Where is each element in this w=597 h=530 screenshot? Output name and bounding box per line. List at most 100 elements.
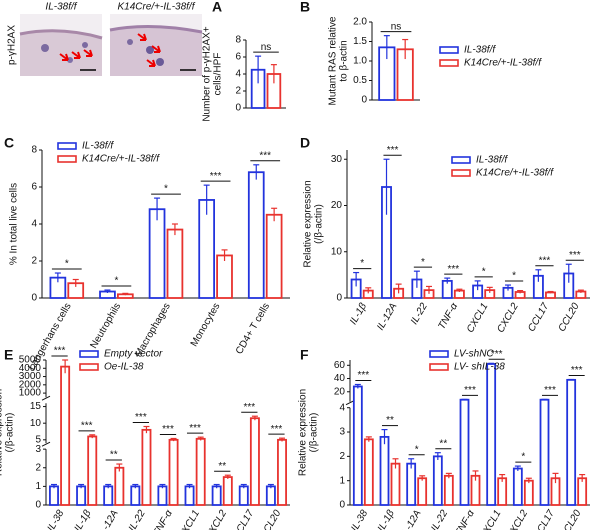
significance-label: *** xyxy=(544,385,556,396)
y-axis-label: Number of p-γH2AX+ xyxy=(202,26,213,121)
bar xyxy=(76,485,87,506)
bar xyxy=(249,417,260,506)
bar xyxy=(390,462,401,506)
x-tick-label: IL-22 xyxy=(127,508,148,530)
significance-label: *** xyxy=(491,349,503,360)
significance-label: *** xyxy=(464,385,476,396)
bar xyxy=(265,213,283,299)
y-tick-label: 40 xyxy=(334,373,346,384)
bar xyxy=(277,438,287,506)
axis-break xyxy=(41,441,51,447)
bar xyxy=(184,485,195,506)
legend-swatch xyxy=(79,350,99,358)
legend-swatch xyxy=(57,142,77,150)
significance-label: ns xyxy=(391,21,402,32)
x-tick-label: IL-12A xyxy=(375,301,399,332)
bar xyxy=(406,462,417,506)
y-axis-label: cells/HPF xyxy=(213,53,224,96)
legend-label: LV-shNC xyxy=(454,349,494,360)
legend-label: IL-38f/f xyxy=(82,141,114,152)
x-tick-label: CCL17 xyxy=(526,301,551,334)
bar xyxy=(49,485,59,506)
y-tick-label: 10 xyxy=(331,246,343,257)
y-tick-label: 0 xyxy=(336,293,342,304)
x-tick-label: IL-38 xyxy=(349,508,370,530)
panel-label: D xyxy=(300,135,310,151)
x-tick-label: IL-22 xyxy=(409,301,430,327)
significance-label: * xyxy=(512,271,516,282)
legend-swatch xyxy=(429,363,449,371)
bar xyxy=(512,467,523,506)
y-axis-label: Relative expression xyxy=(303,180,314,267)
image-title: K14Cre/+-IL-38f/f xyxy=(118,2,196,13)
x-tick-label: CCL17 xyxy=(532,508,557,530)
legend-label: IL-38f/f xyxy=(464,45,496,56)
significance-label: * xyxy=(521,452,525,463)
bar xyxy=(148,208,166,299)
micrograph-right xyxy=(109,14,203,76)
significance-label: ns xyxy=(261,42,272,53)
legend-swatch xyxy=(451,169,471,177)
significance-label: * xyxy=(482,267,486,278)
significance-label: *** xyxy=(387,145,399,156)
y-axis-label: Mutant RAS relative xyxy=(328,16,339,105)
significance-label: *** xyxy=(135,412,147,423)
bar xyxy=(443,474,454,506)
x-tick-label: CXCL1 xyxy=(176,508,202,530)
x-tick-label: TNF-α xyxy=(436,301,460,331)
y-axis-label: (/β-actin) xyxy=(314,204,325,244)
y-tick-label: 8 xyxy=(235,35,241,46)
significance-label: *** xyxy=(259,150,271,161)
bar xyxy=(497,477,508,506)
significance-label: ** xyxy=(386,415,394,426)
micrograph-left xyxy=(19,14,103,76)
y-tick-label: 2 xyxy=(235,86,241,97)
y-tick-label: 6 xyxy=(31,182,37,193)
y-tick-label: 0 xyxy=(361,95,367,106)
x-tick-label: IL-22 xyxy=(429,508,450,530)
legend-label: IL-38f/f xyxy=(476,155,508,166)
y-axis-label: (/β-actin) xyxy=(5,413,16,453)
x-tick-label: CCL20 xyxy=(258,508,283,530)
bar xyxy=(523,479,534,506)
y-tick-label: 3000 xyxy=(19,371,42,382)
y-tick-label: 1000 xyxy=(19,388,42,399)
y-tick-label: 20 xyxy=(334,386,346,397)
legend-swatch xyxy=(429,350,449,358)
x-tick-label: CD4+ T cells xyxy=(234,301,272,356)
y-tick-label: 8 xyxy=(31,145,37,156)
legend-label: Empty vector xyxy=(104,349,163,360)
legend-label: K14Cre/+-IL-38f/f xyxy=(476,168,554,179)
y-tick-label: 1.0 xyxy=(353,56,367,67)
significance-label: *** xyxy=(447,264,459,275)
bar xyxy=(566,378,577,506)
x-tick-label: IL-1β xyxy=(348,301,369,327)
x-tick-label: CXCL2 xyxy=(505,508,531,530)
bar xyxy=(539,398,550,506)
y-tick-label: 0.5 xyxy=(353,75,367,86)
bar xyxy=(417,477,428,506)
y-tick-label: 1 xyxy=(35,481,41,492)
significance-label: *** xyxy=(243,402,255,413)
bar xyxy=(216,254,233,299)
bar xyxy=(103,485,114,506)
significance-label: *** xyxy=(189,423,201,434)
x-tick-label: CCL17 xyxy=(231,508,256,530)
panel-label: C xyxy=(4,135,14,151)
x-tick-label: IL-12A xyxy=(399,508,423,530)
bar xyxy=(211,485,222,506)
legend-swatch xyxy=(439,46,459,54)
legend-label: Oe-IL-38 xyxy=(104,362,144,373)
bar xyxy=(168,438,179,506)
significance-label: ** xyxy=(218,461,226,472)
legend-swatch xyxy=(439,59,459,67)
x-tick-label: Monocytes xyxy=(189,301,223,348)
x-tick-label: CCL20 xyxy=(558,508,583,530)
significance-label: ** xyxy=(439,438,447,449)
y-tick-label: 5000 xyxy=(19,355,42,366)
bar xyxy=(157,485,168,506)
y-tick-label: 2 xyxy=(35,462,41,473)
significance-label: *** xyxy=(569,250,581,261)
bar xyxy=(130,485,141,506)
significance-label: * xyxy=(360,258,364,269)
